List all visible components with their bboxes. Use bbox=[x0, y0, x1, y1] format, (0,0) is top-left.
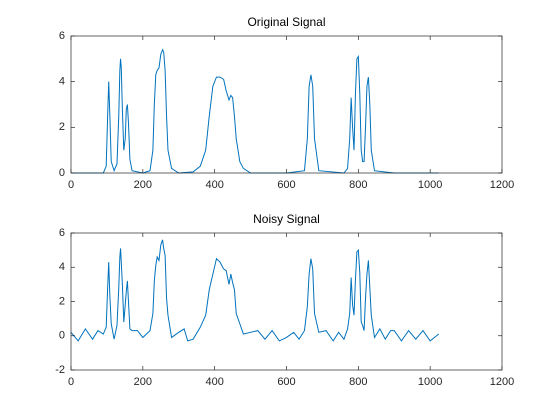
y-tick-label: -2 bbox=[55, 364, 65, 376]
y-tick-label: 6 bbox=[59, 30, 65, 42]
signal-line bbox=[71, 48, 439, 174]
x-tick-label: 0 bbox=[68, 376, 74, 388]
x-tick-label: 1200 bbox=[490, 179, 514, 191]
chart-title: Original Signal bbox=[247, 15, 325, 29]
x-tick-label: 600 bbox=[277, 376, 295, 388]
x-tick-label: 800 bbox=[349, 376, 367, 388]
x-tick-label: 1200 bbox=[490, 376, 514, 388]
x-tick-label: 400 bbox=[205, 376, 223, 388]
y-tick-label: 2 bbox=[59, 121, 65, 133]
x-tick-label: 1000 bbox=[418, 376, 442, 388]
chart-title: Noisy Signal bbox=[253, 212, 320, 226]
x-tick-label: 800 bbox=[349, 179, 367, 191]
axes-background bbox=[71, 233, 502, 370]
signal-line bbox=[70, 239, 440, 342]
y-tick-label: 0 bbox=[59, 330, 65, 342]
y-tick-label: 6 bbox=[59, 227, 65, 239]
y-tick-label: 2 bbox=[59, 295, 65, 307]
x-tick-label: 400 bbox=[205, 179, 223, 191]
x-tick-label: 600 bbox=[277, 179, 295, 191]
axes-background bbox=[71, 36, 502, 173]
x-tick-label: 200 bbox=[134, 179, 152, 191]
y-tick-label: 4 bbox=[59, 76, 65, 88]
y-tick-label: 4 bbox=[59, 261, 65, 273]
x-tick-label: 1000 bbox=[418, 179, 442, 191]
y-tick-label: 0 bbox=[59, 167, 65, 179]
x-tick-label: 200 bbox=[134, 376, 152, 388]
x-tick-label: 0 bbox=[68, 179, 74, 191]
